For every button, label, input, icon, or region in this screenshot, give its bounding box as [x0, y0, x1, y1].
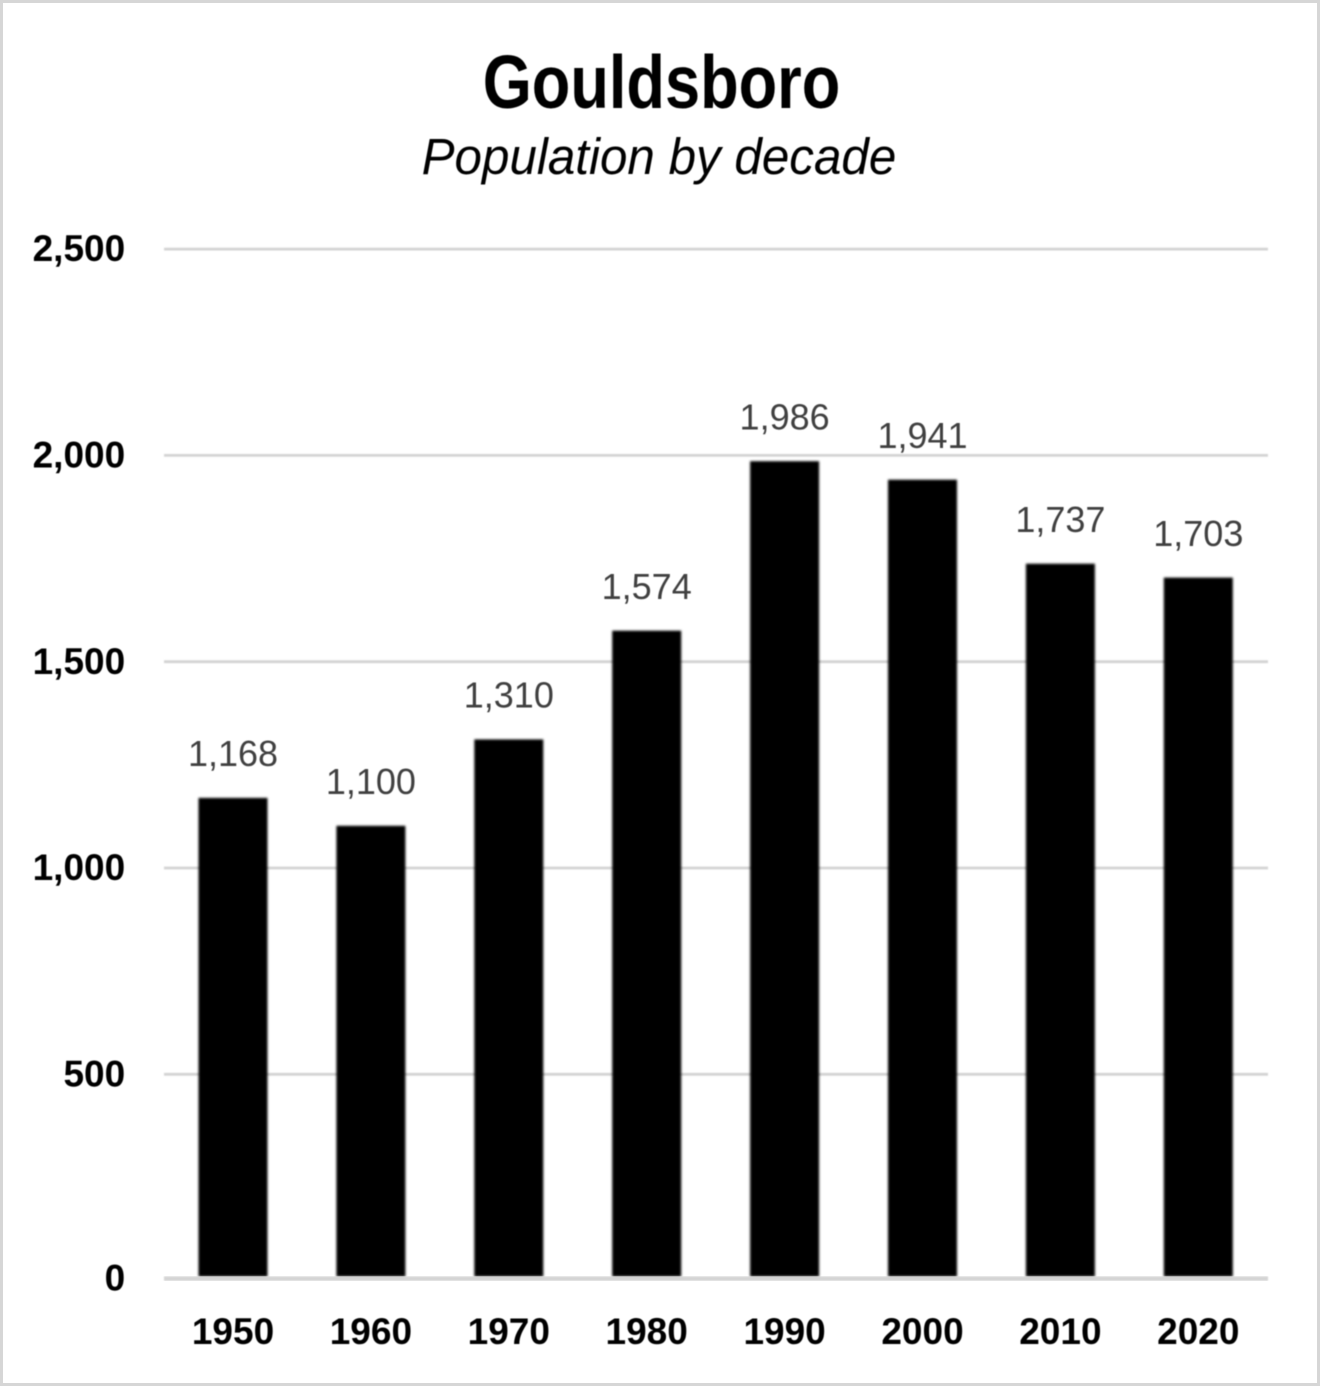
svg-text:1970: 1970 [468, 1311, 550, 1352]
svg-text:2,500: 2,500 [33, 228, 126, 269]
svg-text:1,574: 1,574 [602, 566, 692, 607]
svg-text:1980: 1980 [606, 1311, 688, 1352]
svg-text:1990: 1990 [743, 1311, 825, 1352]
svg-text:1,941: 1,941 [877, 415, 967, 456]
svg-text:1,500: 1,500 [33, 641, 126, 682]
svg-text:2000: 2000 [881, 1311, 963, 1352]
svg-text:1950: 1950 [192, 1311, 274, 1352]
svg-text:2,000: 2,000 [33, 435, 126, 476]
svg-text:Population by decade: Population by decade [422, 128, 897, 185]
svg-text:1,100: 1,100 [326, 761, 416, 802]
svg-text:1960: 1960 [330, 1311, 412, 1352]
svg-text:1,737: 1,737 [1015, 499, 1105, 540]
svg-text:2020: 2020 [1157, 1311, 1239, 1352]
svg-text:1,986: 1,986 [740, 397, 830, 438]
svg-text:500: 500 [63, 1053, 125, 1094]
svg-text:2010: 2010 [1019, 1311, 1101, 1352]
svg-text:0: 0 [105, 1258, 126, 1299]
svg-text:1,168: 1,168 [188, 733, 278, 774]
svg-text:1,703: 1,703 [1153, 513, 1243, 554]
svg-text:1,310: 1,310 [464, 675, 554, 716]
svg-text:1,000: 1,000 [33, 847, 126, 888]
svg-text:Gouldsboro: Gouldsboro [483, 40, 841, 124]
